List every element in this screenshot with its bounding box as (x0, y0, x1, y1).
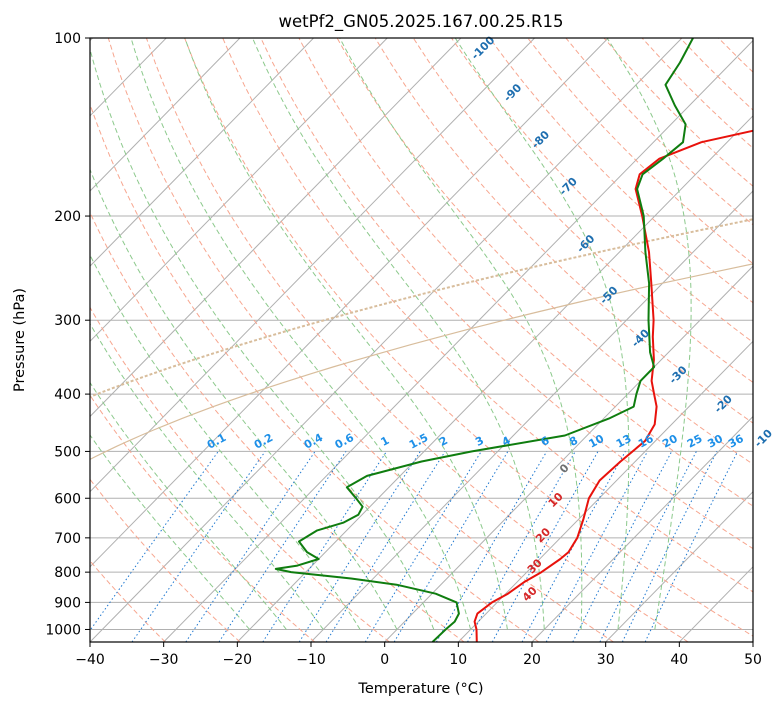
mixing-ratio-label: 16 (636, 432, 656, 451)
mixing-ratio-line (298, 451, 421, 642)
dry-adiabat (107, 38, 614, 642)
mixing-ratio-label: 25 (685, 432, 705, 451)
moist-adiabat (606, 38, 692, 630)
isotherm-line (531, 415, 753, 642)
y-tick-label: 300 (54, 313, 81, 329)
isotherm-line (90, 38, 683, 642)
moist-adiabat (90, 50, 435, 630)
moist-adiabat (252, 38, 545, 630)
moist-adiabat (339, 38, 583, 630)
x-tick-label: −20 (223, 652, 253, 668)
mixing-ratio-line (364, 451, 482, 642)
y-tick-label: 700 (54, 531, 81, 547)
dry-adiabat (90, 306, 390, 642)
isotherm-line (310, 190, 753, 642)
x-tick-label: 0 (380, 652, 389, 668)
x-tick-label: −30 (149, 652, 179, 668)
isotherm-line (90, 38, 462, 418)
tan-reference-curve (90, 263, 753, 461)
isotherm-line (384, 265, 753, 642)
axes: −40 −30 −20 −10 0 10 20 30 40 50 100 200 300 400 500 60… (45, 31, 762, 668)
moist-adiabat (184, 38, 508, 630)
moist-adiabat (90, 434, 250, 630)
dry-adiabat (90, 478, 241, 642)
dry-adiabat (374, 38, 753, 424)
y-tick-label: 500 (54, 444, 81, 460)
mixing-ratio-label: 10 (587, 432, 607, 451)
isotherm-line (457, 340, 753, 642)
mixing-ratio-line (491, 451, 599, 642)
dry-adiabat (757, 38, 775, 642)
dry-adiabat (90, 211, 465, 642)
x-axis-title: Temperature (°C) (357, 681, 483, 697)
moist-adiabat (90, 322, 324, 630)
isotherm-line (90, 38, 535, 493)
mixing-ratio-line (90, 451, 219, 632)
dry-adiabat (90, 102, 540, 642)
isotherm-line (236, 115, 753, 642)
y-tick-label: 900 (54, 595, 81, 611)
moist-adiabat (90, 253, 361, 630)
reference-lines (90, 38, 775, 642)
chart-title: wetPf2_GN05.2025.167.00.25.R15 (279, 12, 564, 32)
moist-adiabat (90, 381, 287, 630)
isotherm-line (90, 38, 609, 568)
x-tick-label: 10 (449, 652, 467, 668)
y-axis-title: Pressure (hPa) (12, 288, 28, 392)
mixing-ratio-label: 30 (705, 432, 725, 451)
dry-adiabat (90, 394, 316, 642)
y-tick-label: 400 (54, 387, 81, 403)
x-tick-label: −40 (75, 652, 105, 668)
x-tick-label: 30 (597, 652, 615, 668)
mixing-ratio-label: 36 (726, 432, 746, 451)
dry-adiabat (298, 38, 753, 507)
isotherm-line (90, 38, 388, 343)
temperature-series-line (473, 129, 753, 642)
mixing-ratio-line (185, 451, 316, 642)
mixing-ratio-line (131, 451, 266, 642)
mixing-ratio-line (467, 451, 576, 642)
x-tick-label: 40 (670, 652, 688, 668)
isotherm-line (752, 641, 753, 642)
moist-adiabat (90, 168, 398, 630)
x-tick-label: 50 (744, 652, 762, 668)
isotherm-line (90, 38, 314, 267)
moist-adiabat (454, 38, 630, 630)
isotherm-line (90, 38, 241, 192)
mixing-ratio-line (218, 451, 347, 642)
mixing-ratio-line (262, 451, 388, 642)
isotherm-line (605, 490, 753, 642)
mixing-ratio-label: 13 (614, 432, 634, 451)
x-tick-label: 20 (523, 652, 541, 668)
y-tick-label: 1000 (45, 623, 81, 639)
isotherm-label: -10 (752, 427, 775, 450)
y-tick-label: 100 (54, 31, 81, 47)
y-tick-label: 200 (54, 209, 81, 225)
dry-adiabat (90, 560, 166, 642)
mixing-ratio-line (621, 451, 718, 642)
dewpoint-series-line (274, 38, 694, 642)
tan-reference-curve (90, 218, 753, 398)
mixing-ratio-label: 20 (660, 432, 680, 451)
moist-adiabat (130, 38, 472, 630)
dry-adiabat (184, 38, 753, 637)
mixing-ratio-line (599, 451, 697, 642)
dry-adiabat (412, 38, 753, 384)
plot-frame (89, 37, 754, 643)
dry-adiabat (145, 38, 689, 642)
mixing-ratio-line (521, 451, 626, 642)
dry-adiabat (222, 38, 753, 593)
sounding-lines (274, 38, 753, 642)
x-tick-label: −10 (296, 652, 326, 668)
y-tick-label: 800 (54, 565, 81, 581)
y-tick-label: 600 (54, 491, 81, 507)
dry-adiabat (489, 38, 753, 304)
